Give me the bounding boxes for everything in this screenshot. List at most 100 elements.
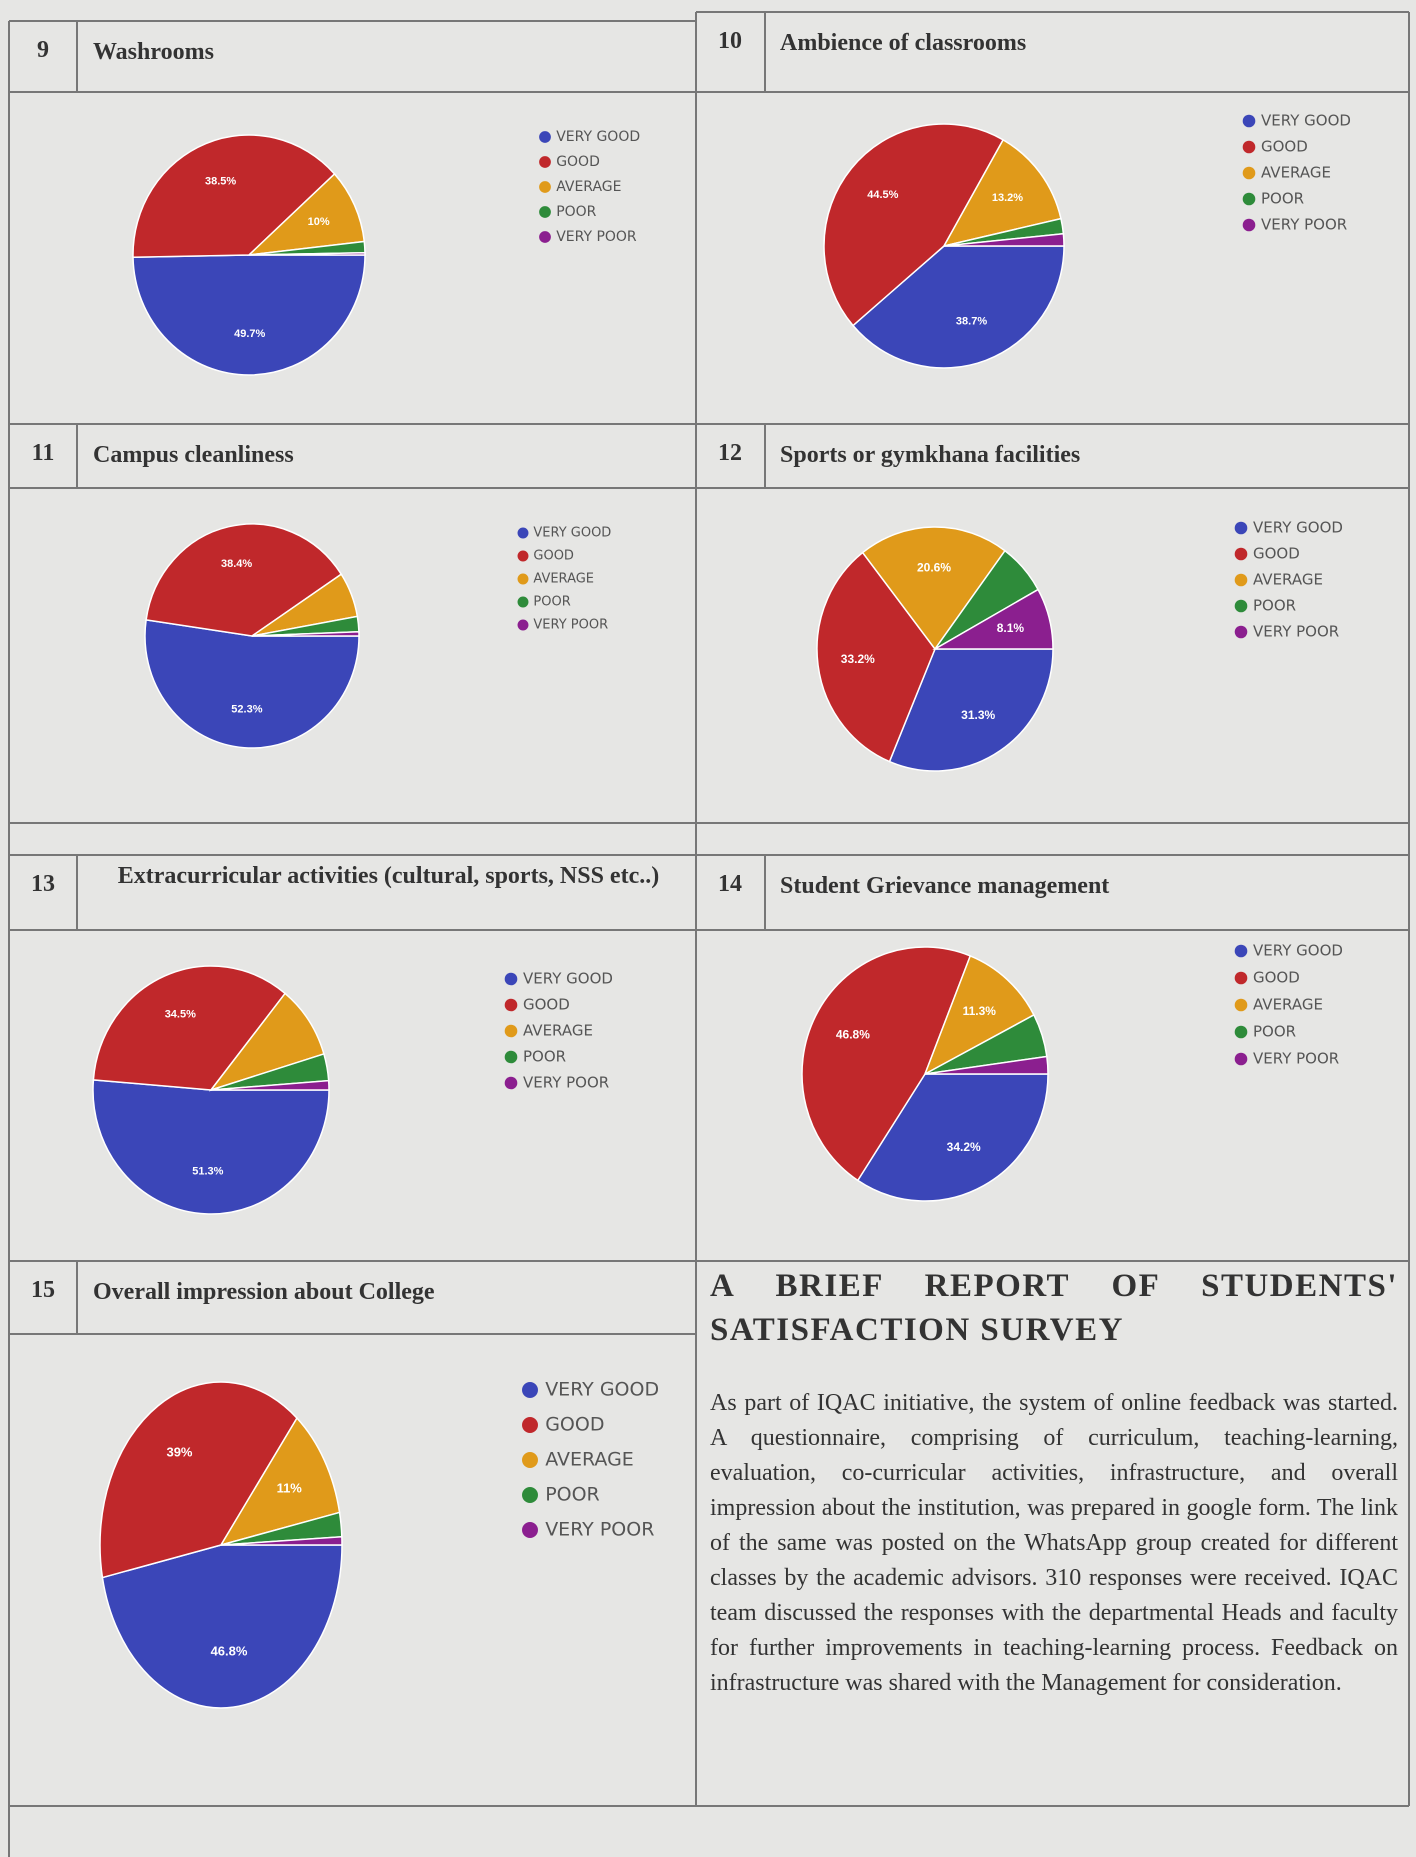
pie-slice xyxy=(942,138,1062,248)
pie-slice xyxy=(144,619,360,749)
legend-swatch xyxy=(517,619,529,631)
legend-label: AVERAGE xyxy=(1261,164,1331,182)
legend-label: GOOD xyxy=(556,154,600,170)
legend-swatch xyxy=(539,181,551,193)
slice-label: 8.1% xyxy=(997,621,1025,635)
legend-swatch xyxy=(522,1452,538,1468)
item-number: 11 xyxy=(31,440,55,466)
legend-label: GOOD xyxy=(1261,138,1308,156)
legend-swatch xyxy=(522,1417,538,1433)
legend-swatch xyxy=(522,1522,538,1538)
legend-label: VERY POOR xyxy=(1253,1050,1339,1068)
legend-swatch xyxy=(504,1076,518,1090)
legend-swatch xyxy=(1234,1052,1248,1066)
legend-swatch xyxy=(504,972,518,986)
legend-label: GOOD xyxy=(545,1414,604,1436)
pie-slice xyxy=(248,251,366,256)
slice-label: 11.3% xyxy=(963,1004,997,1018)
legend-label: VERY GOOD xyxy=(1261,112,1351,130)
pie-slice xyxy=(924,1055,1049,1075)
report-title: A BRIEF REPORT OF STUDENTS' SATISFACTION… xyxy=(710,1268,1398,1348)
slice-label: 52.3% xyxy=(231,704,262,716)
slice-label: 49.7% xyxy=(234,328,265,340)
legend-label: AVERAGE xyxy=(523,1022,593,1040)
legend-label: POOR xyxy=(1253,1023,1296,1041)
pie-slice xyxy=(801,946,972,1182)
legend-swatch xyxy=(1242,114,1256,128)
legend-swatch xyxy=(539,206,551,218)
slice-label: 38.4% xyxy=(221,558,252,570)
legend-swatch xyxy=(1234,944,1248,958)
pie-slice xyxy=(851,245,1065,369)
legend-swatch xyxy=(517,573,529,585)
legend-label: VERY GOOD xyxy=(523,970,613,988)
legend-label: AVERAGE xyxy=(1253,996,1323,1014)
legend-swatch xyxy=(1234,547,1248,561)
legend-swatch xyxy=(517,550,529,562)
legend-label: GOOD xyxy=(533,549,574,564)
legend-swatch xyxy=(517,596,529,608)
slice-label: 51.3% xyxy=(192,1166,223,1178)
item-title: Ambience of classrooms xyxy=(780,30,1027,56)
slice-label: 38.5% xyxy=(205,175,236,187)
legend-label: GOOD xyxy=(523,996,570,1014)
legend-label: AVERAGE xyxy=(545,1449,634,1471)
legend-swatch xyxy=(504,998,518,1012)
legend-label: VERY POOR xyxy=(1253,623,1339,641)
legend-label: POOR xyxy=(1253,597,1296,615)
pie-slice xyxy=(251,630,360,637)
legend-swatch xyxy=(1234,1025,1248,1039)
slice-label: 31.3% xyxy=(961,708,995,722)
slice-label: 34.5% xyxy=(165,1009,196,1021)
legend-swatch xyxy=(539,156,551,168)
legend-swatch xyxy=(522,1382,538,1398)
pie-slice xyxy=(861,526,1006,651)
legend-swatch xyxy=(1242,218,1256,232)
item-title: Student Grievance management xyxy=(780,873,1110,899)
pie-slice xyxy=(92,965,287,1091)
legend-label: VERY GOOD xyxy=(556,129,640,145)
legend-swatch xyxy=(1234,599,1248,613)
legend-label: POOR xyxy=(545,1484,600,1506)
item-number: 12 xyxy=(718,440,742,466)
legend-swatch xyxy=(1234,573,1248,587)
slice-label: 33.2% xyxy=(841,652,875,666)
slice-label: 20.6% xyxy=(917,561,951,575)
legend-swatch xyxy=(1234,625,1248,639)
legend-label: POOR xyxy=(556,204,596,220)
slice-label: 10% xyxy=(308,216,330,228)
legend-swatch xyxy=(517,527,529,539)
item-title: Overall impression about College xyxy=(93,1279,435,1305)
pie-slice xyxy=(220,1536,343,1546)
legend-swatch xyxy=(504,1024,518,1038)
legend-label: POOR xyxy=(533,595,570,610)
slice-label: 39% xyxy=(166,1445,192,1460)
item-title: Campus cleanliness xyxy=(93,442,294,468)
pie-slice xyxy=(816,551,936,763)
legend-swatch xyxy=(539,131,551,143)
legend-label: AVERAGE xyxy=(533,572,594,587)
pie-slice xyxy=(210,1079,330,1091)
legend-swatch xyxy=(1242,192,1256,206)
legend-swatch xyxy=(1242,166,1256,180)
slice-label: 44.5% xyxy=(867,189,898,201)
slice-label: 46.8% xyxy=(211,1643,248,1658)
item-number: 10 xyxy=(718,28,742,54)
pie-slice xyxy=(823,123,1005,327)
legend-swatch xyxy=(1234,998,1248,1012)
item-title: Sports or gymkhana facilities xyxy=(780,442,1081,468)
legend-swatch xyxy=(1234,971,1248,985)
item-number: 9 xyxy=(37,37,49,63)
slice-label: 11% xyxy=(277,1481,303,1496)
pie-slice xyxy=(888,648,1054,772)
item-number: 13 xyxy=(31,871,55,897)
pie-slice xyxy=(145,523,343,637)
legend-label: VERY POOR xyxy=(545,1519,654,1541)
legend-label: VERY GOOD xyxy=(545,1379,659,1401)
item-number: 15 xyxy=(31,1277,55,1303)
legend-swatch xyxy=(522,1487,538,1503)
pie-slice xyxy=(132,254,366,376)
legend-swatch xyxy=(504,1050,518,1064)
legend-label: POOR xyxy=(523,1048,566,1066)
